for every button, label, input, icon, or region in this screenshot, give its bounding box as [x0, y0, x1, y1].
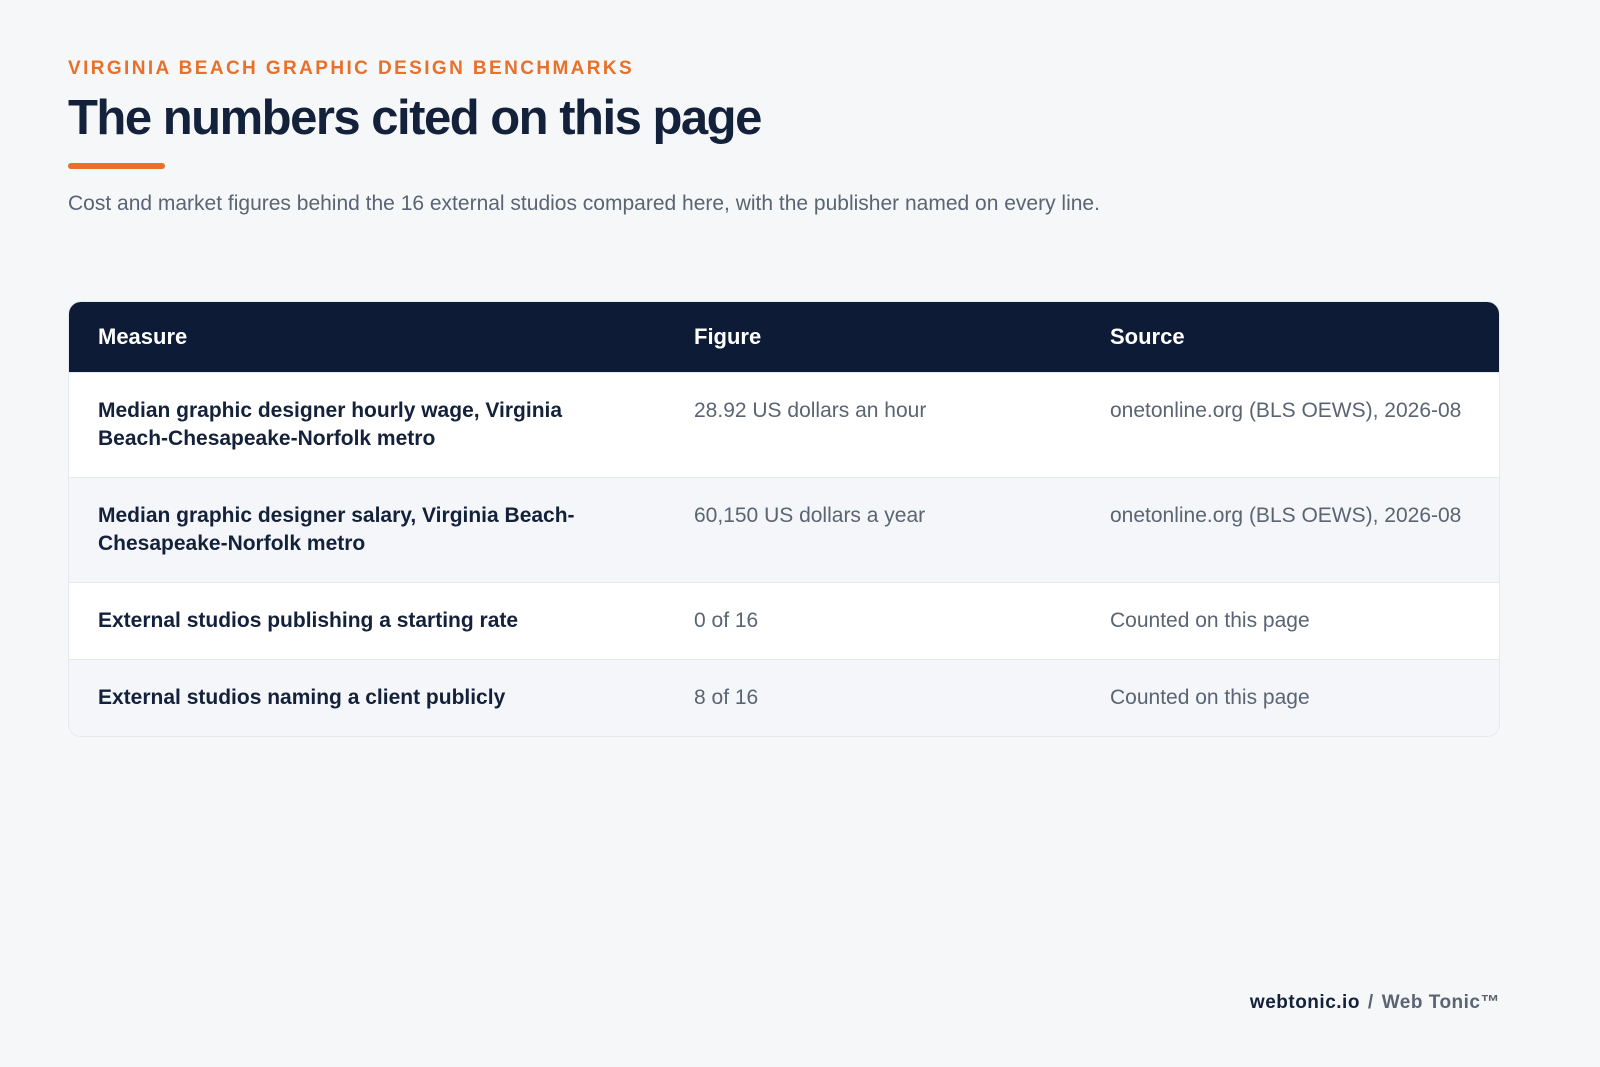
- row: External studios naming a client publicl…: [69, 659, 1499, 736]
- column-header: Figure: [665, 302, 1081, 373]
- footer-site: webtonic.io: [1249, 992, 1360, 1013]
- cell: onetonline.org (BLS OEWS), 2026-08: [1081, 477, 1499, 583]
- row: Median graphic designer hourly wage, Vir…: [69, 372, 1499, 478]
- cell: 8 of 16: [665, 659, 1081, 736]
- cell: External studios publishing a starting r…: [69, 582, 665, 660]
- row: Median graphic designer salary, Virginia…: [69, 477, 1499, 583]
- footer-brand: Web Tonic™: [1381, 992, 1500, 1013]
- cell: onetonline.org (BLS OEWS), 2026-08: [1081, 372, 1499, 478]
- footer-separator: /: [1367, 992, 1374, 1013]
- subtitle: Cost and market figures behind the 16 ex…: [68, 192, 1100, 215]
- column-header: Measure: [69, 302, 665, 373]
- cell: Median graphic designer salary, Virginia…: [69, 477, 665, 583]
- table-card: Measure Figure Source Median graphic des…: [69, 302, 1499, 736]
- accent-bar: [68, 163, 165, 169]
- cell: External studios naming a client publicl…: [69, 659, 665, 736]
- footer: webtonic.io / Web Tonic™: [1250, 992, 1500, 1014]
- table: Measure Figure Source Median graphic des…: [69, 302, 1499, 736]
- cell: Counted on this page: [1081, 659, 1499, 736]
- cell: 28.92 US dollars an hour: [665, 372, 1081, 478]
- header-row: Measure Figure Source: [69, 302, 1499, 373]
- cell: 60,150 US dollars a year: [665, 477, 1081, 583]
- eyebrow: VIRGINIA BEACH GRAPHIC DESIGN BENCHMARKS: [68, 58, 635, 79]
- cell: 0 of 16: [665, 582, 1081, 660]
- cell: Counted on this page: [1081, 582, 1499, 660]
- cell: Median graphic designer hourly wage, Vir…: [69, 372, 665, 478]
- title: The numbers cited on this page: [68, 91, 762, 145]
- row: External studios publishing a starting r…: [69, 582, 1499, 660]
- column-header: Source: [1081, 302, 1499, 373]
